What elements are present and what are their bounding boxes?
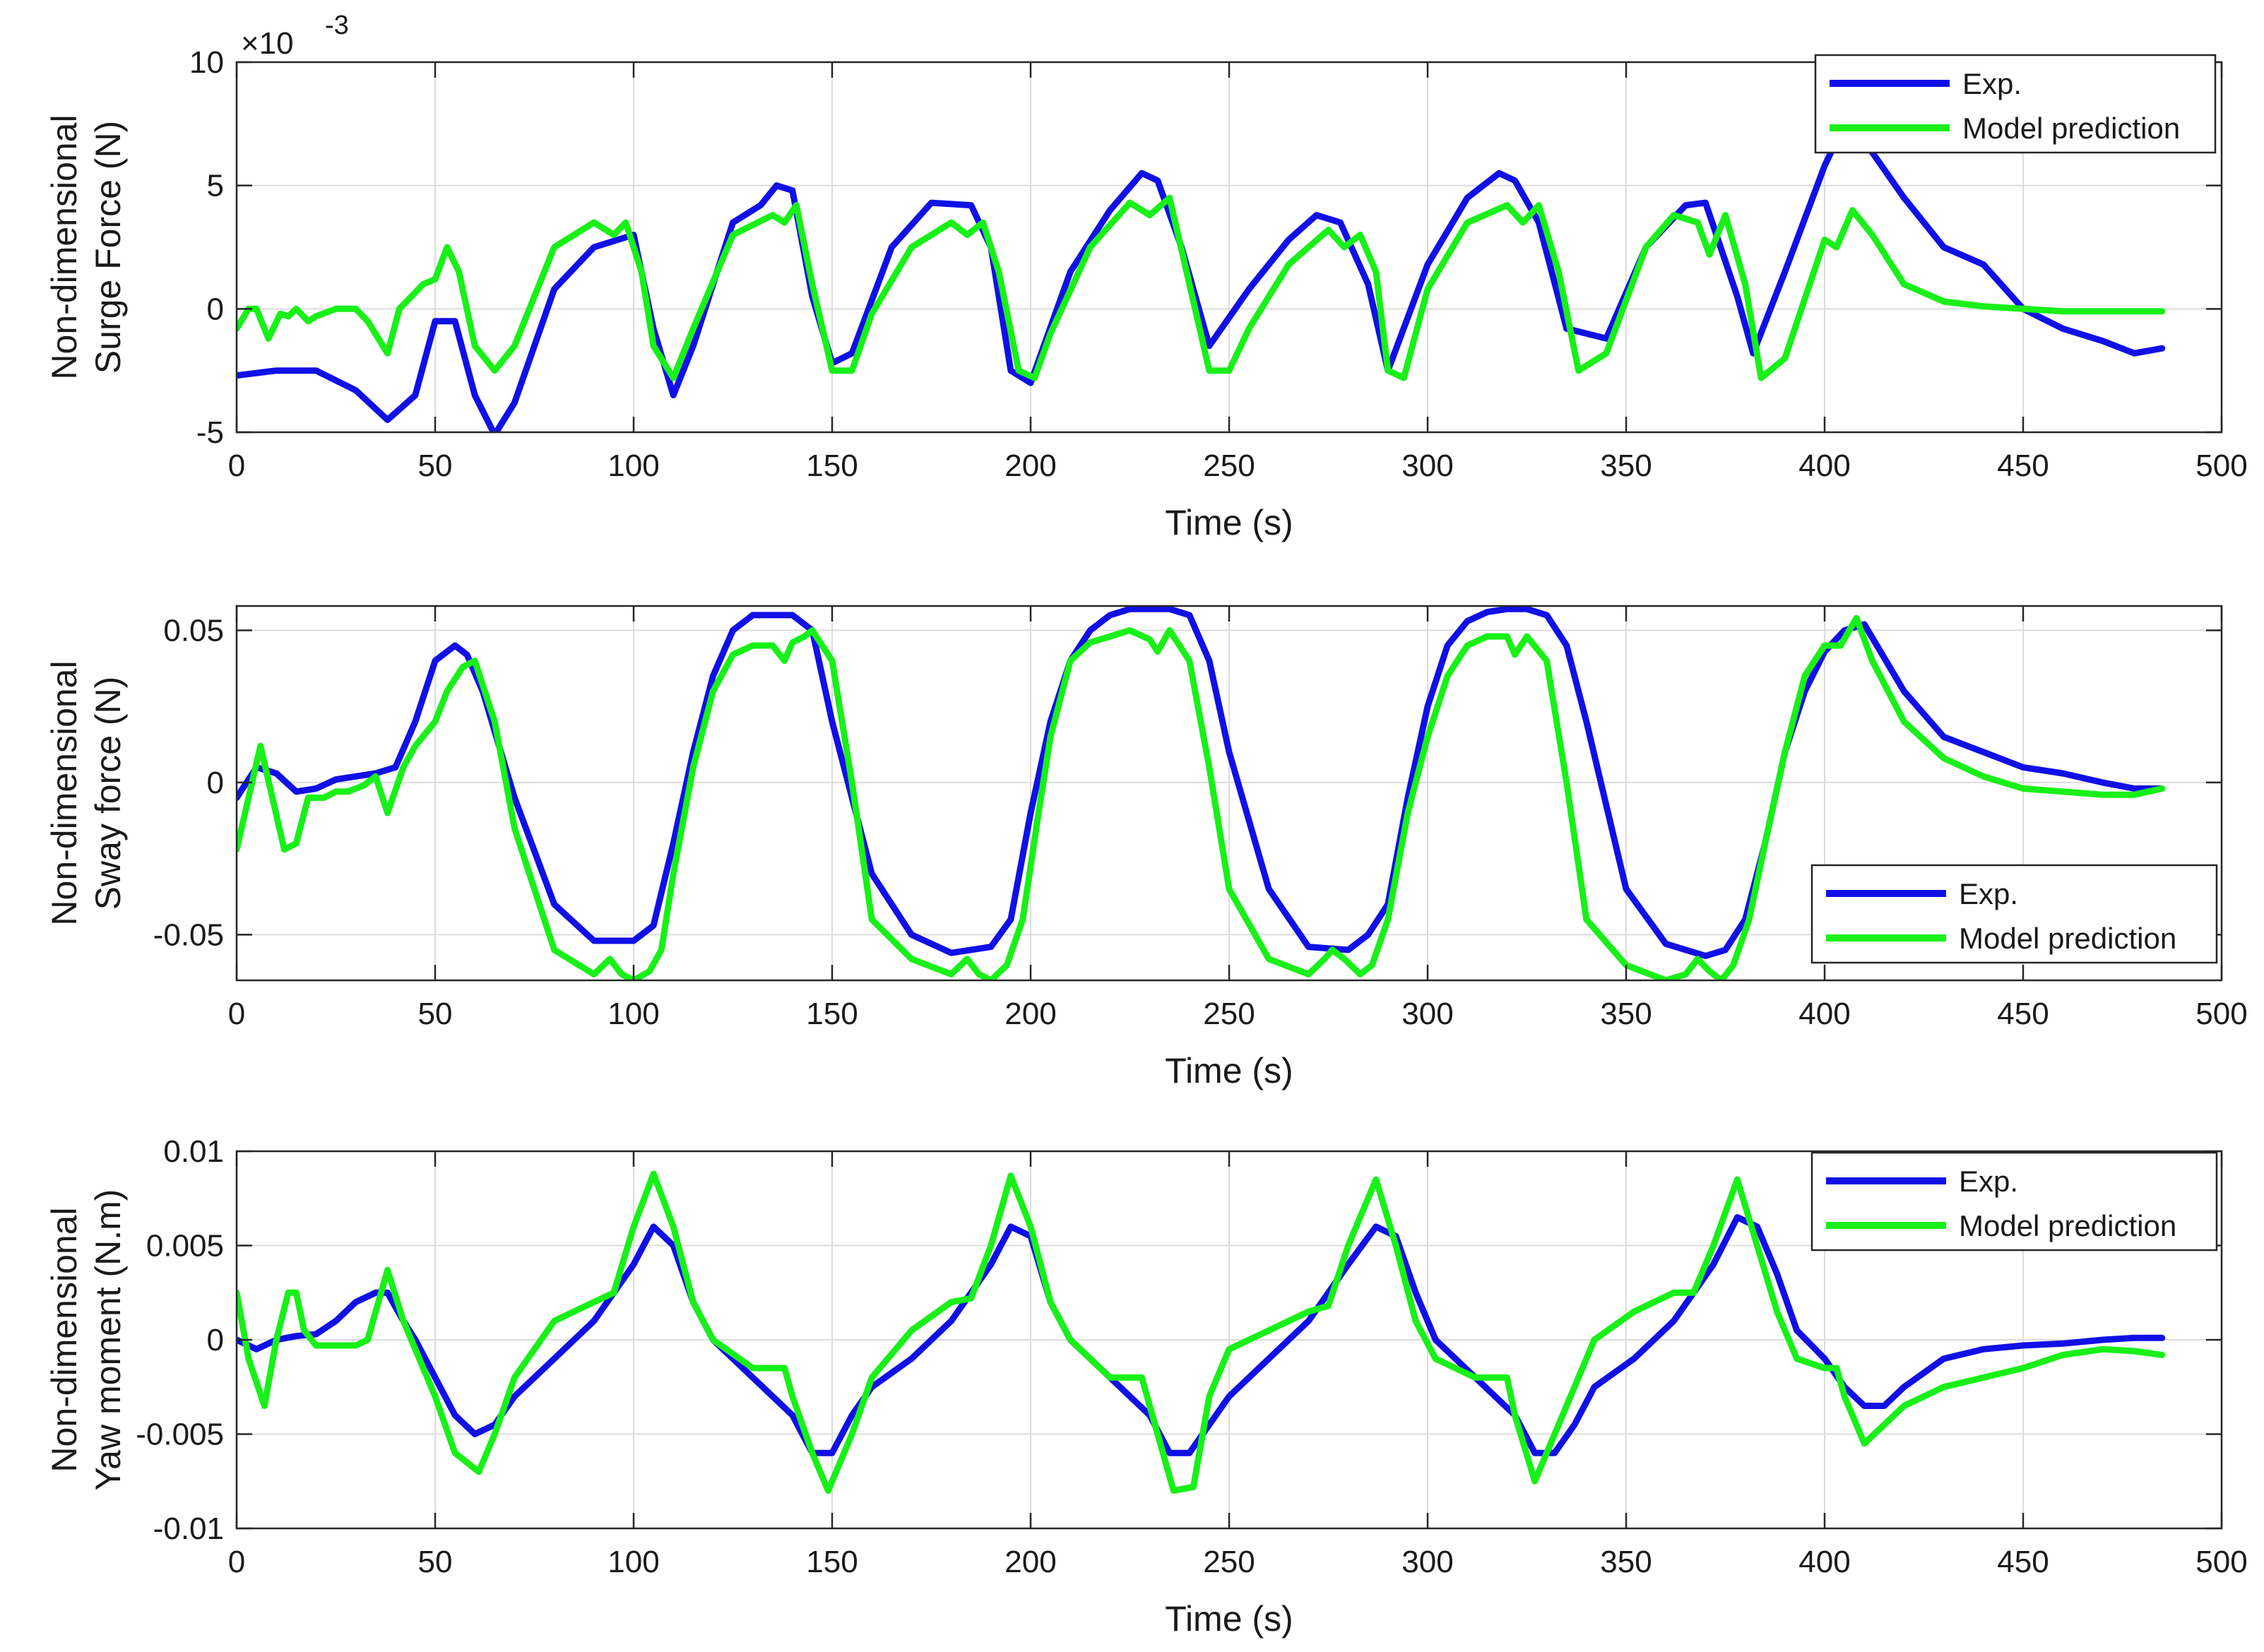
x-tick-label: 300 (1401, 1545, 1453, 1579)
x-tick-label: 100 (608, 997, 659, 1031)
x-tick-label: 200 (1004, 1545, 1056, 1579)
x-tick-label: 400 (1798, 1545, 1850, 1579)
y-axis-label-line: Yaw moment (N.m) (88, 1189, 128, 1491)
y-tick-label: 0 (207, 766, 224, 800)
yaw-moment-panel: 0 50 100 150 200 250 300 350 400 450 500 -0.01 -0.00… (45, 1134, 2248, 1639)
x-tick-label: 400 (1798, 448, 1850, 483)
legend: Exp. Model prediction (1814, 54, 2217, 154)
y-tick-label: 0.01 (163, 1134, 224, 1169)
x-axis-label: Time (s) (1165, 1051, 1293, 1091)
x-axis-label: Time (s) (1165, 503, 1293, 542)
legend-label-model-prediction: Model prediction (1959, 1209, 2176, 1242)
x-tick-label: 300 (1401, 997, 1453, 1031)
y-tick-label: 0 (207, 292, 224, 326)
legend-label-model-prediction: Model prediction (1959, 922, 2176, 955)
x-tick-label: 500 (2195, 997, 2247, 1031)
legend: Exp. Model prediction (1810, 1151, 2218, 1252)
x-tick-label: 250 (1203, 997, 1255, 1031)
y-tick-label: 5 (207, 169, 224, 203)
legend-label-model-prediction: Model prediction (1962, 112, 2180, 145)
axis-exponent-label: ×10 (241, 26, 294, 61)
x-tick-label: 250 (1203, 1545, 1255, 1579)
y-axis-label-line: Non-dimensional (45, 1207, 84, 1472)
legend-label-exp: Exp. (1959, 1165, 2018, 1198)
x-tick-label: 150 (806, 448, 858, 483)
x-tick-label: 100 (608, 1545, 659, 1579)
x-tick-label: 200 (1004, 448, 1056, 483)
series-line-exp (237, 1214, 2166, 1456)
x-tick-label: 450 (1997, 997, 2049, 1031)
x-tick-label: 50 (418, 1545, 453, 1579)
x-tick-label: 50 (418, 997, 453, 1031)
x-tick-label: 350 (1600, 448, 1652, 483)
y-tick-label: 0 (207, 1323, 224, 1357)
surge-force-panel: 0 50 100 150 200 250 300 350 400 450 500-50510×10-… (45, 11, 2248, 542)
axis-exponent-power: -3 (325, 11, 349, 40)
x-tick-label: 450 (1997, 448, 2049, 483)
x-tick-label: 300 (1401, 448, 1453, 483)
x-tick-label: 100 (608, 448, 659, 483)
y-tick-label: 10 (189, 45, 224, 80)
legend-box (1810, 864, 2218, 964)
y-axis-label-line: Non-dimensional (45, 660, 84, 925)
x-tick-label: 0 (228, 448, 245, 483)
x-tick-label: 0 (228, 1545, 245, 1579)
x-tick-label: 150 (806, 1545, 858, 1579)
x-tick-label: 450 (1997, 1545, 2049, 1579)
y-tick-label: -5 (196, 415, 224, 450)
y-axis-label-line: Non-dimensional (45, 114, 84, 379)
y-axis-label-line: Sway force (N) (88, 677, 128, 910)
x-tick-label: 350 (1600, 1545, 1652, 1579)
sway-force-panel: 0 50 100 150 200 250 300 350 400 450 500 -0.05 0 0.05… (45, 605, 2248, 1091)
series-line-model-prediction (237, 194, 2166, 381)
x-tick-label: 500 (2195, 1545, 2247, 1579)
y-tick-label: -0.01 (153, 1511, 224, 1546)
x-tick-label: 400 (1798, 997, 1850, 1031)
x-tick-label: 250 (1203, 448, 1255, 483)
x-tick-label: 50 (418, 448, 453, 483)
x-tick-label: 350 (1600, 997, 1652, 1031)
x-tick-label: 500 (2195, 448, 2247, 483)
x-tick-label: 200 (1004, 997, 1056, 1031)
series-line-exp (237, 120, 2166, 432)
x-tick-label: 0 (228, 997, 245, 1031)
series-line-model-prediction (237, 614, 2166, 980)
legend-label-exp: Exp. (1962, 67, 2022, 100)
y-tick-label: -0.05 (153, 917, 224, 952)
legend-box (1810, 1151, 2218, 1252)
y-tick-label: 0.005 (146, 1229, 224, 1264)
y-tick-label: -0.005 (136, 1418, 224, 1452)
x-tick-label: 150 (806, 997, 858, 1031)
y-tick-label: 0.05 (163, 613, 224, 648)
legend-box (1814, 54, 2217, 154)
series-line-model-prediction (237, 1170, 2166, 1494)
x-axis-label: Time (s) (1165, 1599, 1293, 1639)
y-axis-label-line: Surge Force (N) (88, 121, 128, 374)
legend: Exp. Model prediction (1810, 864, 2218, 964)
legend-label-exp: Exp. (1959, 877, 2018, 910)
